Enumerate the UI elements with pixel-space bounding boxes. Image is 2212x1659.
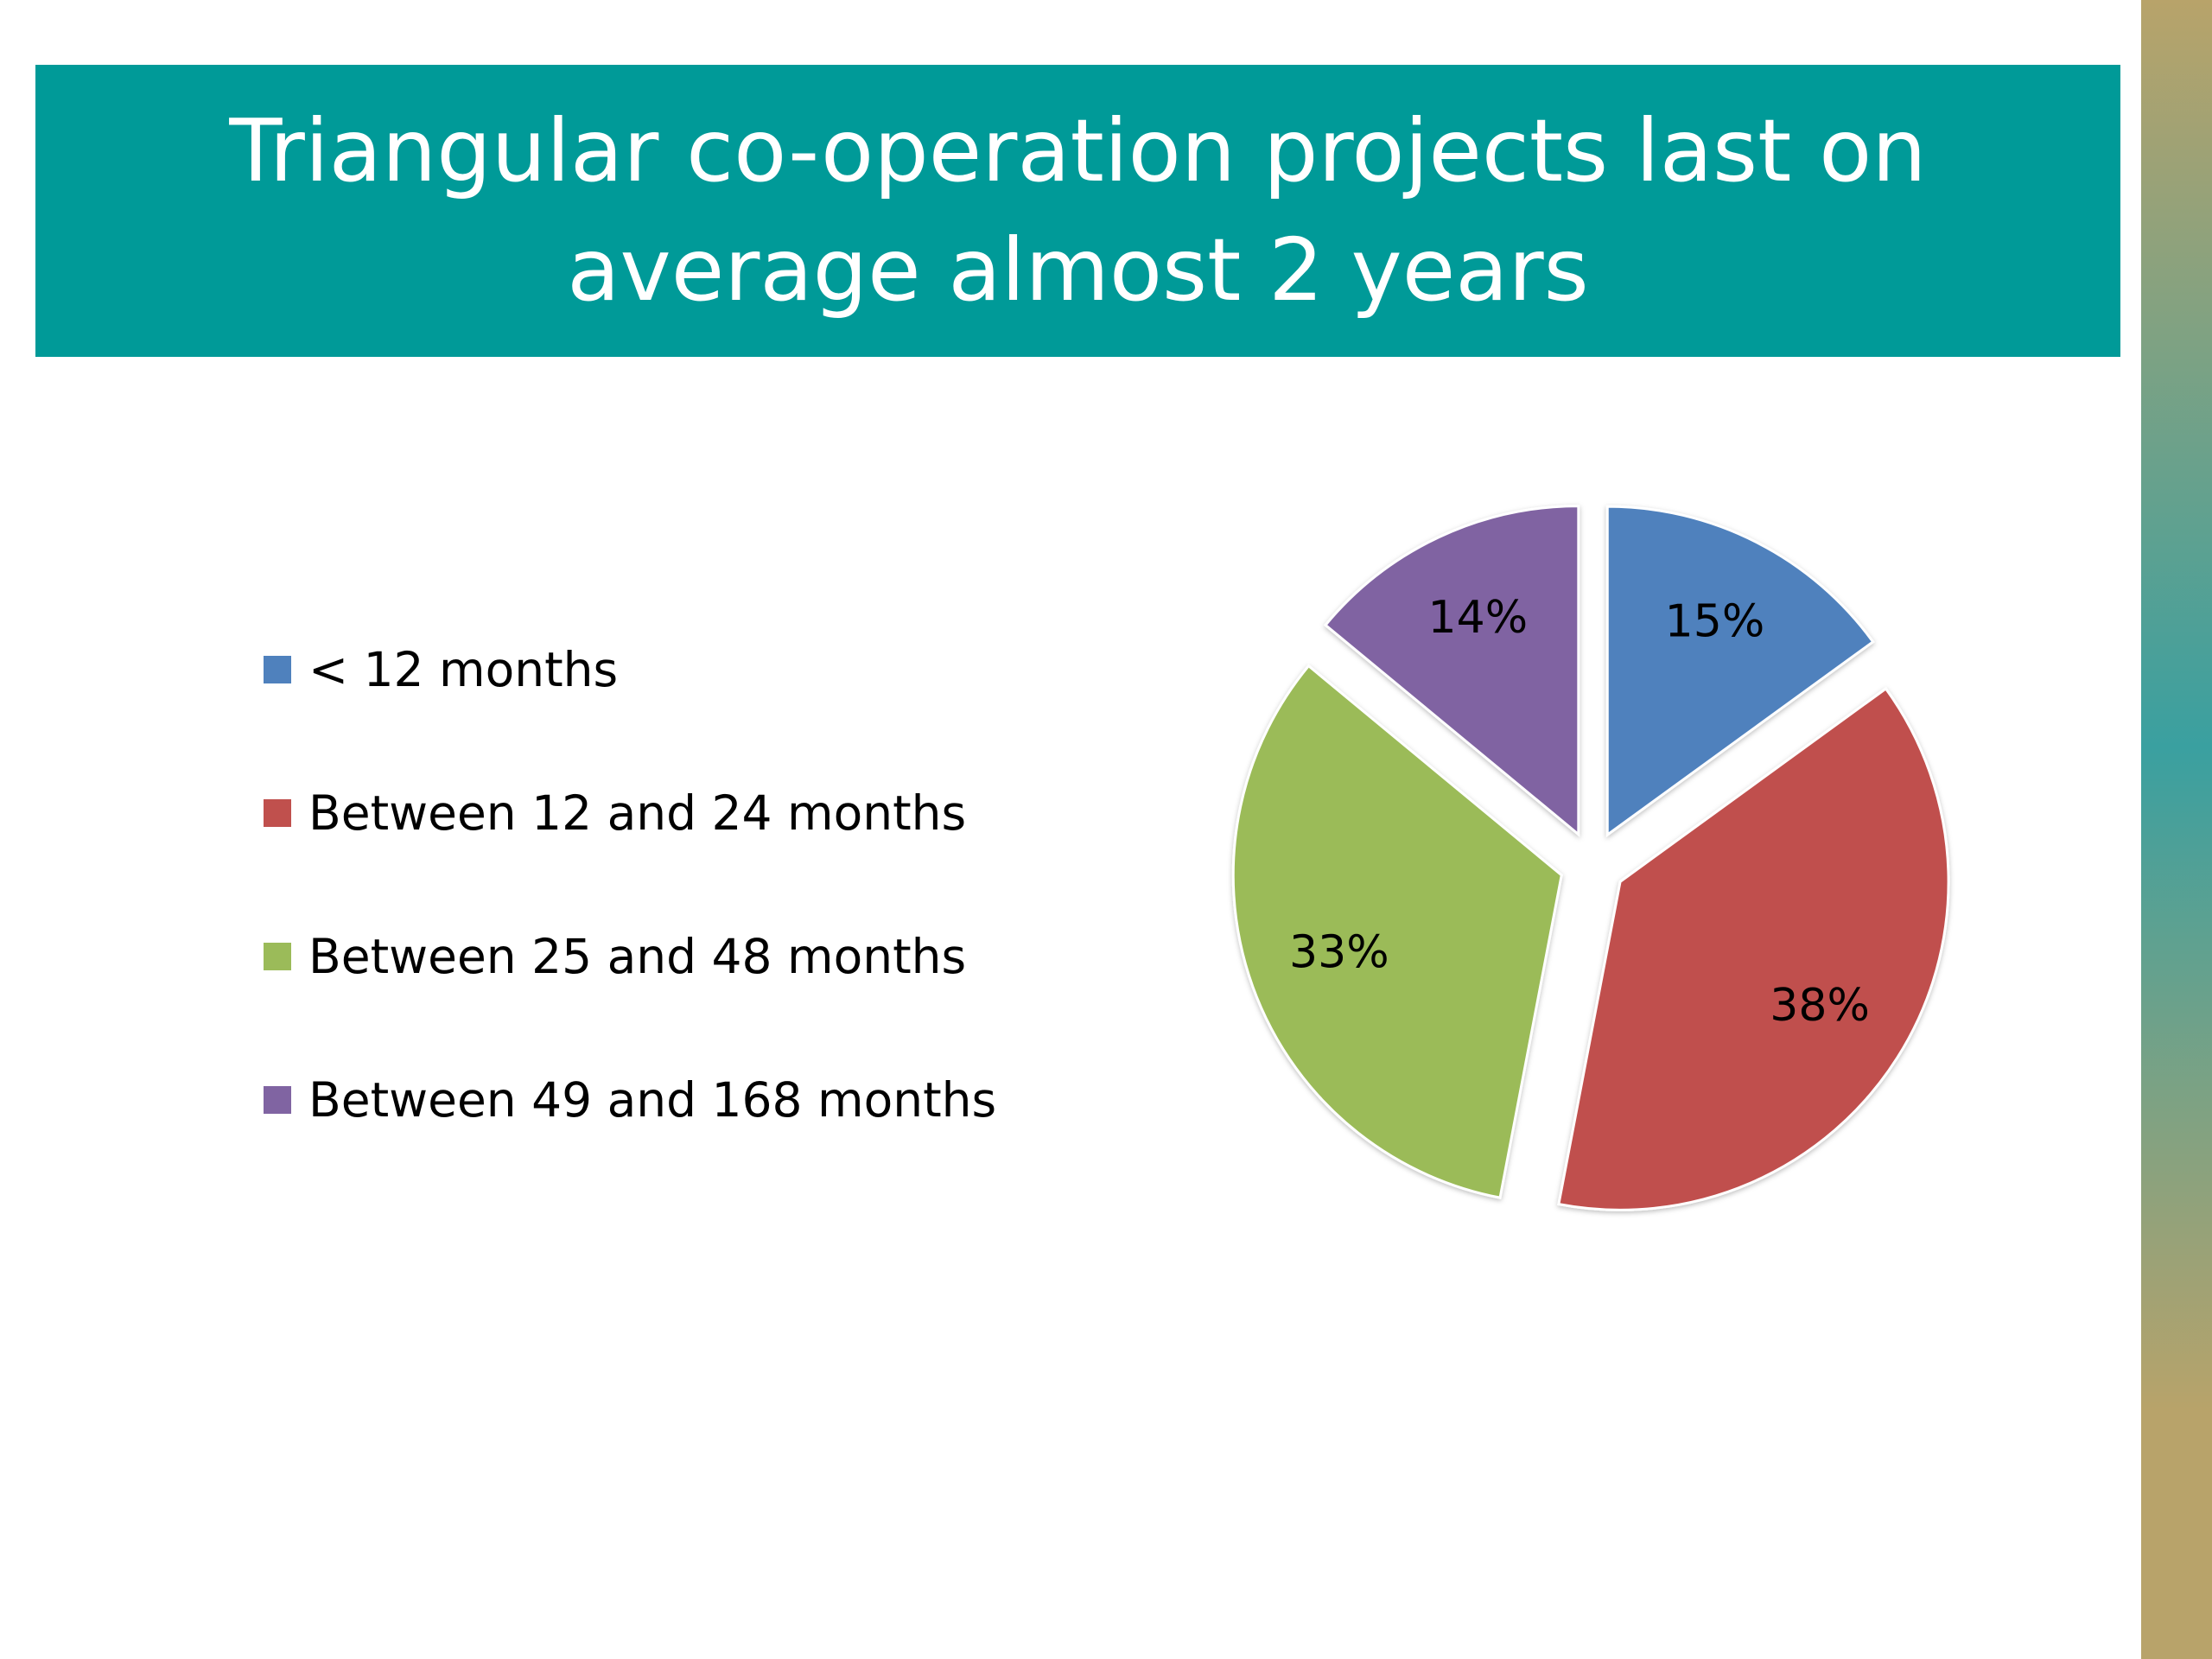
slice-data-label: 14% xyxy=(1428,592,1529,644)
legend-swatch xyxy=(264,1086,291,1114)
legend-item: < 12 months xyxy=(264,635,618,704)
legend-label: Between 12 and 24 months xyxy=(308,785,967,841)
legend-label: < 12 months xyxy=(308,642,619,697)
slide-title: Triangular co-operation projects last on… xyxy=(229,100,1927,321)
slice-data-label: 38% xyxy=(1770,980,1870,1032)
pie-slice xyxy=(1557,686,1950,1211)
title-banner: Triangular co-operation projects last on… xyxy=(35,65,2120,357)
pie-slice xyxy=(1231,664,1563,1199)
legend-item: Between 12 and 24 months xyxy=(264,779,966,848)
legend-swatch xyxy=(264,656,291,683)
pie-slice xyxy=(1323,505,1580,837)
legend-swatch xyxy=(264,799,291,827)
slice-data-label: 33% xyxy=(1289,927,1389,979)
pie-slice xyxy=(1605,505,1875,838)
legend-label: Between 25 and 48 months xyxy=(308,929,967,984)
legend-item: Between 25 and 48 months xyxy=(264,922,966,991)
legend-item: Between 49 and 168 months xyxy=(264,1065,996,1135)
legend-label: Between 49 and 168 months xyxy=(308,1072,997,1128)
decorative-stripe xyxy=(2141,0,2212,1659)
slice-data-label: 15% xyxy=(1665,595,1765,647)
legend-swatch xyxy=(264,943,291,970)
